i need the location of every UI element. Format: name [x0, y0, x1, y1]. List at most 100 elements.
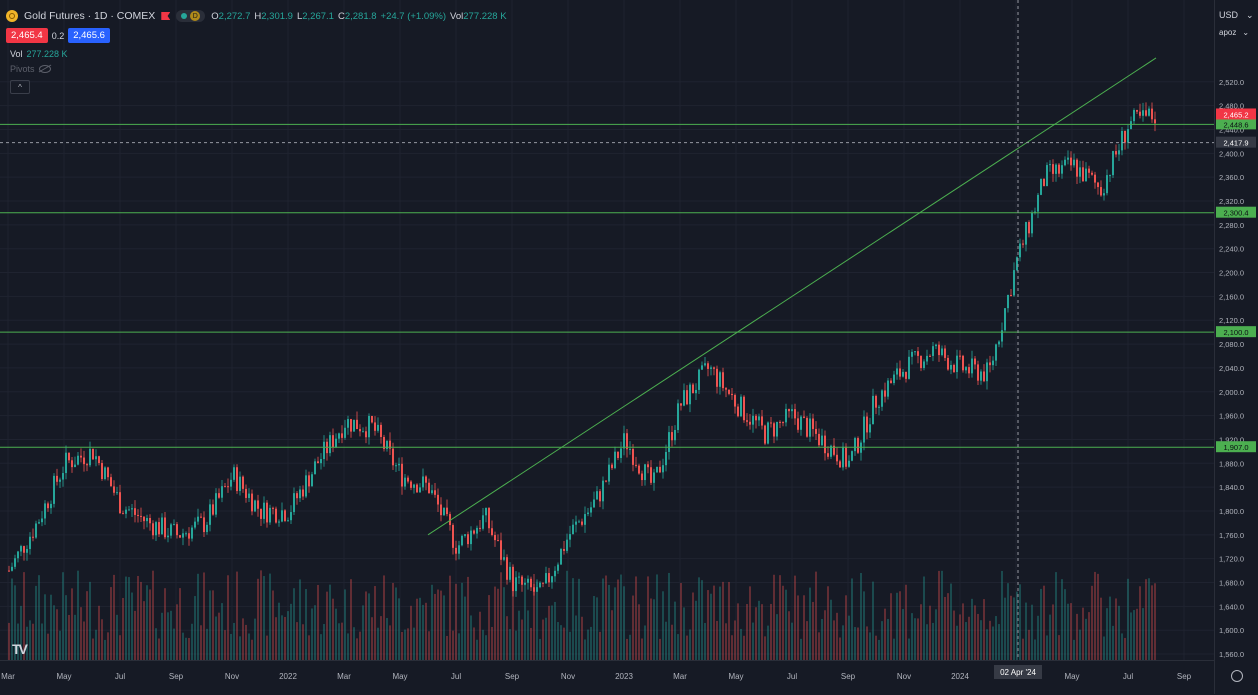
flag-icon[interactable] — [161, 12, 171, 20]
candle-body — [1079, 167, 1081, 177]
market-status-pill[interactable]: D — [176, 10, 206, 22]
candle-body — [299, 489, 301, 499]
volume-bar — [371, 617, 373, 660]
volume-bar — [830, 599, 832, 660]
candle-body — [11, 566, 13, 571]
volume-bar — [989, 620, 991, 660]
time-tick-label: Sep — [841, 672, 856, 681]
time-tick-label: Jul — [115, 672, 125, 681]
volume-bar — [188, 637, 190, 660]
candle-body — [899, 368, 901, 377]
time-axis[interactable]: Mar May Jul Sep Nov 2022 Mar May Jul Sep Nov 2023 Ma… — [0, 660, 1214, 695]
volume-bar — [617, 579, 619, 660]
candle-body — [179, 535, 181, 538]
volume-bar — [713, 585, 715, 660]
volume-bar — [302, 624, 304, 660]
volume-bar — [902, 609, 904, 660]
candle-body — [1031, 212, 1033, 234]
candle-body — [449, 514, 451, 526]
volume-bar — [950, 583, 952, 660]
buy-button[interactable]: 2,465.6 — [68, 28, 110, 43]
settings-icon[interactable] — [1231, 670, 1243, 682]
volume-bar — [770, 603, 772, 660]
pivots-legend[interactable]: Pivots — [10, 64, 51, 74]
volume-bar — [725, 623, 727, 660]
volume-bar — [587, 629, 589, 660]
time-tick-label: Nov — [561, 672, 575, 681]
candle-body — [812, 418, 814, 429]
candle-body — [83, 457, 85, 465]
last-price-label: 2,465.2 — [1223, 110, 1248, 119]
volume-bar — [743, 635, 745, 660]
volume-bar — [1043, 585, 1045, 660]
candle-body — [62, 473, 64, 480]
volume-bar — [425, 602, 427, 660]
volume-legend[interactable]: Vol 277.228 K — [10, 49, 68, 59]
candle-body — [224, 486, 226, 488]
candle-body — [209, 504, 211, 525]
price-tick-label: 1,840.0 — [1219, 483, 1244, 492]
price-tick-label: 2,480.0 — [1219, 102, 1244, 111]
candle-body — [77, 455, 79, 465]
candle-body — [818, 433, 820, 446]
volume-bar — [446, 635, 448, 660]
price-chart[interactable] — [0, 0, 1214, 660]
candle-body — [917, 351, 919, 356]
tradingview-logo[interactable]: TV — [12, 641, 28, 657]
volume-bar — [500, 572, 502, 660]
time-tick-label: 2024 — [951, 672, 969, 681]
candle-body — [50, 503, 52, 509]
candle-body — [374, 422, 376, 431]
volume-bar — [866, 626, 868, 660]
price-tick-label: 1,680.0 — [1219, 579, 1244, 588]
price-tick-label: 2,400.0 — [1219, 149, 1244, 158]
currency-selector[interactable]: USD ⌄ — [1219, 10, 1254, 21]
volume-bar — [1094, 571, 1096, 660]
candle-body — [515, 577, 517, 592]
volume-bar — [785, 589, 787, 660]
volume-bar — [926, 624, 928, 660]
volume-bar — [1001, 570, 1003, 660]
candle-body — [158, 522, 160, 535]
candle-body — [422, 476, 424, 488]
candle-body — [1058, 164, 1060, 174]
chart-pane[interactable] — [0, 0, 1214, 660]
candle-body — [521, 576, 523, 585]
volume-bar — [920, 604, 922, 660]
candle-body — [872, 395, 874, 425]
volume-bar — [734, 620, 736, 660]
volume-bar — [74, 614, 76, 660]
candle-body — [773, 423, 775, 437]
volume-bar — [383, 575, 385, 660]
pivots-label: Pivots — [10, 64, 35, 74]
volume-bar — [380, 616, 382, 660]
volume-bar — [134, 610, 136, 660]
candle-body — [974, 358, 976, 365]
volume-bar — [545, 617, 547, 660]
sell-button[interactable]: 2,465.4 — [6, 28, 48, 43]
candle-body — [248, 493, 250, 498]
scale-selector[interactable]: apoz ⌄ — [1219, 28, 1249, 37]
candle-body — [239, 476, 241, 492]
volume-bar — [239, 636, 241, 660]
volume-bar — [986, 629, 988, 660]
candle-body — [296, 493, 298, 499]
collapse-legend-button[interactable]: ^ — [10, 80, 30, 94]
price-tick-label: 2,120.0 — [1219, 316, 1244, 325]
candle-body — [1121, 130, 1123, 151]
candle-body — [566, 539, 568, 551]
price-axis[interactable]: 1,560.0 1,600.0 1,640.0 1,680.0 1,720.0 1,760… — [1214, 0, 1258, 694]
symbol-title[interactable]: Gold Futures · 1D · COMEX — [24, 10, 156, 22]
volume-bar — [623, 586, 625, 660]
candle-body — [428, 482, 430, 494]
volume-bar — [560, 625, 562, 660]
volume-bar — [332, 598, 334, 660]
volume-bar — [56, 609, 58, 660]
candle-body — [89, 448, 91, 466]
volume-bar — [1082, 607, 1084, 660]
candle-body — [1007, 294, 1009, 309]
candle-body — [977, 364, 979, 381]
eye-hidden-icon[interactable] — [38, 65, 51, 73]
volume-bar — [164, 588, 166, 660]
volume-bar — [362, 605, 364, 660]
